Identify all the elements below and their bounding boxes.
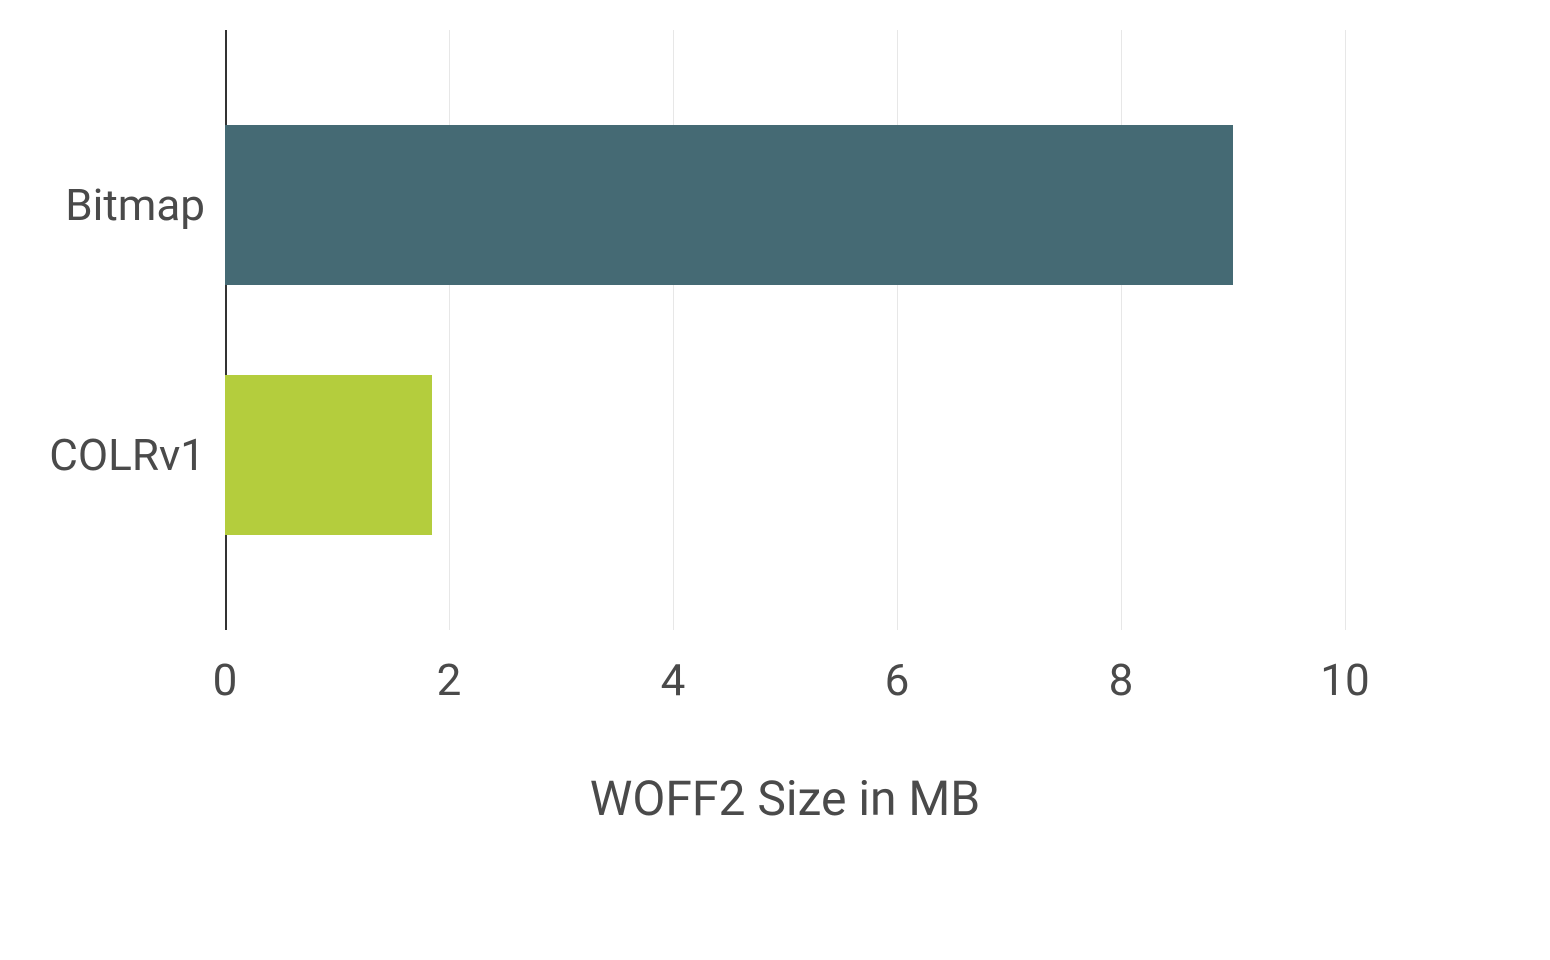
x-tick-label: 8 (1109, 654, 1134, 706)
gridline (1121, 30, 1122, 630)
bar (225, 375, 432, 535)
x-tick-label: 2 (437, 654, 462, 706)
y-axis-line (225, 30, 227, 630)
bar (225, 125, 1233, 285)
x-tick-label: 4 (661, 654, 686, 706)
plot-area: 0246810BitmapCOLRv1 (225, 30, 1345, 630)
gridline (897, 30, 898, 630)
x-axis-title: WOFF2 Size in MB (590, 770, 980, 827)
category-label: COLRv1 (49, 429, 205, 481)
gridline (1345, 30, 1346, 630)
woff2-size-chart: 0246810BitmapCOLRv1 WOFF2 Size in MB (0, 0, 1550, 960)
gridline (449, 30, 450, 630)
category-label: Bitmap (65, 179, 205, 231)
x-tick-label: 0 (213, 654, 238, 706)
x-tick-label: 10 (1320, 654, 1369, 706)
gridline (673, 30, 674, 630)
x-tick-label: 6 (885, 654, 910, 706)
